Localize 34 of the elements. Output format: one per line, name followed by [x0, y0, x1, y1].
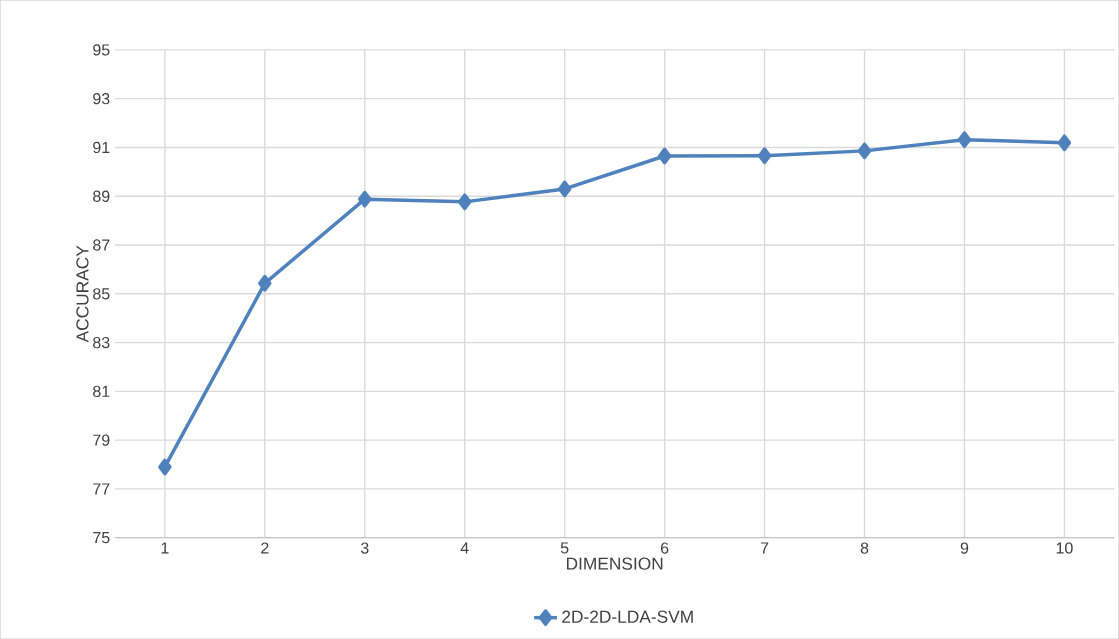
- point: [1057, 134, 1072, 152]
- x-tick-label: 8: [860, 542, 869, 554]
- point: [857, 142, 872, 160]
- point: [957, 131, 972, 148]
- legend-label: 2D-2D-LDA-SVM: [562, 610, 693, 623]
- x-tick-label: 7: [760, 542, 769, 554]
- x-tick-label: 2: [261, 542, 269, 554]
- y-tick-label: 79: [93, 434, 110, 446]
- x-tick-label: 9: [960, 542, 969, 554]
- y-tick-label: 87: [93, 239, 110, 251]
- y-tick-label: 81: [93, 385, 110, 397]
- point: [757, 147, 772, 165]
- y-tick-label: 83: [93, 336, 110, 349]
- x-tick-label: 4: [460, 542, 469, 554]
- point: [457, 193, 472, 211]
- x-tick-label: 5: [560, 542, 569, 554]
- y-tick-label: 77: [93, 483, 110, 495]
- x-tick-label: 1: [161, 542, 169, 554]
- y-tick-label: 93: [93, 92, 110, 105]
- y-tick-label: 89: [93, 190, 110, 202]
- y-tick-label: 95: [93, 44, 110, 56]
- y-axis-title: ACCURACY: [76, 245, 89, 343]
- y-tick-label: 85: [93, 288, 110, 300]
- point: [158, 458, 172, 476]
- point: [557, 180, 572, 198]
- y-tick-label: 75: [93, 531, 110, 544]
- x-tick-label: 10: [1056, 542, 1073, 554]
- point: [657, 147, 672, 165]
- point: [258, 274, 272, 292]
- y-tick-label: 91: [93, 141, 110, 153]
- x-tick-label: 6: [660, 542, 669, 554]
- point: [358, 190, 372, 208]
- x-tick-label: 3: [360, 542, 369, 554]
- x-axis-title: DIMENSION: [566, 557, 663, 570]
